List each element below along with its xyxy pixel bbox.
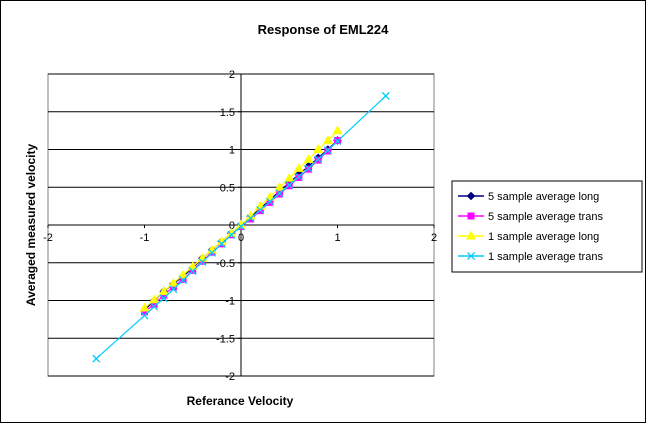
marker-x — [150, 302, 159, 311]
x-axis-label: Referance Velocity — [187, 394, 294, 408]
y-tick-label: 2 — [229, 69, 235, 81]
x-tick-label: -1 — [140, 232, 150, 244]
marker-triangle — [264, 191, 276, 201]
marker-x — [227, 230, 236, 239]
marker-x — [294, 172, 303, 181]
legend: 5 sample average long 5 sample average tr… — [451, 180, 643, 273]
marker-x — [323, 146, 332, 155]
marker-triangle — [465, 230, 477, 240]
x-tick-label: 1 — [334, 232, 340, 244]
y-tick-label: 0 — [229, 220, 235, 232]
marker-triangle — [158, 286, 169, 295]
y-tick-label: -1.5 — [216, 333, 235, 345]
marker-triangle — [313, 144, 324, 153]
marker-x — [246, 214, 255, 223]
chart-title: Response of EML224 — [258, 22, 390, 37]
x-tick-label: 2 — [431, 232, 437, 244]
marker-x — [198, 258, 207, 266]
legend-label: 1 sample average trans — [488, 251, 603, 263]
y-tick-label: 0.5 — [220, 182, 235, 194]
marker-x — [275, 189, 284, 198]
marker-x — [237, 222, 245, 231]
marker-triangle — [187, 261, 198, 271]
marker-x — [140, 311, 149, 320]
marker-x — [304, 164, 313, 173]
marker-triangle — [332, 125, 343, 135]
marker-triangle — [139, 302, 150, 312]
legend-item: 5 sample average long — [458, 191, 599, 203]
marker-triangle — [284, 172, 295, 182]
marker-x — [285, 181, 294, 189]
legend-item: 1 sample average trans — [458, 251, 603, 263]
marker-triangle — [178, 269, 189, 279]
y-tick-label: 1.5 — [220, 107, 235, 119]
y-tick-label: -0.5 — [216, 258, 235, 270]
y-axis-label: Averaged measured velocity — [24, 144, 38, 307]
y-tick-label: -1 — [225, 296, 235, 308]
marker-x — [314, 155, 323, 164]
series-4 — [92, 91, 390, 363]
marker-x — [169, 285, 178, 294]
marker-x — [188, 267, 197, 276]
legend-item: 5 sample average trans — [458, 211, 603, 223]
marker-x — [265, 197, 274, 206]
marker-x — [217, 239, 226, 248]
marker-diamond — [466, 191, 476, 201]
marker-x — [92, 354, 101, 363]
x-tick-label: -2 — [43, 232, 53, 244]
legend-label: 5 sample average trans — [488, 211, 603, 223]
marker-triangle — [149, 294, 160, 304]
legend-item: 1 sample average long — [458, 230, 599, 243]
marker-triangle — [322, 135, 333, 144]
y-tick-label: 1 — [229, 145, 235, 157]
marker-x — [159, 294, 168, 303]
legend-label: 1 sample average long — [488, 231, 599, 243]
marker-x — [208, 248, 217, 257]
marker-triangle — [168, 277, 179, 287]
marker-triangle — [293, 163, 304, 172]
marker-x — [467, 252, 475, 260]
marker-triangle — [274, 182, 285, 191]
series-layer — [92, 91, 390, 363]
marker-x — [381, 91, 390, 100]
x-tick-label: 0 — [238, 232, 244, 244]
marker-x — [256, 205, 265, 214]
legend-label: 5 sample average long — [488, 191, 599, 203]
y-tick-label: -2 — [225, 371, 235, 383]
marker-x — [333, 137, 342, 146]
marker-square — [467, 212, 475, 220]
marker-x — [179, 276, 188, 285]
marker-triangle — [303, 154, 314, 163]
